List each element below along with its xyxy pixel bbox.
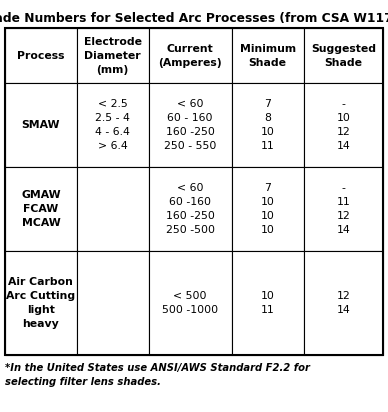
Bar [304,167,383,251]
Bar [232,251,304,355]
Text: GMAW
FCAW
MCAW: GMAW FCAW MCAW [21,190,61,228]
Bar [77,28,149,83]
Bar [149,83,232,167]
Bar [5,28,383,355]
Bar [304,251,383,355]
Bar [5,83,77,167]
Bar [232,83,304,167]
Text: SMAW: SMAW [22,120,60,130]
Bar [232,167,304,251]
Bar [304,28,383,83]
Bar [5,251,77,355]
Text: Process: Process [17,51,65,61]
Text: Electrode
Diameter
(mm): Electrode Diameter (mm) [84,37,142,75]
Bar [77,251,149,355]
Bar [304,83,383,167]
Bar [232,28,304,83]
Bar [77,83,149,167]
Text: Shade Numbers for Selected Arc Processes (from CSA W117.2): Shade Numbers for Selected Arc Processes… [0,12,388,25]
Bar [5,167,77,251]
Text: < 60
60 - 160
160 -250
250 - 550: < 60 60 - 160 160 -250 250 - 550 [164,99,217,151]
Text: Air Carbon
Arc Cutting
light
heavy: Air Carbon Arc Cutting light heavy [6,277,76,329]
Text: 10
11: 10 11 [261,291,275,315]
Text: < 500
500 -1000: < 500 500 -1000 [162,291,218,315]
Text: Minimum
Shade: Minimum Shade [240,44,296,68]
Bar [5,28,77,83]
Text: Suggested
Shade: Suggested Shade [311,44,376,68]
Text: 7
8
10
11: 7 8 10 11 [261,99,275,151]
Text: 12
14: 12 14 [336,291,350,315]
Text: < 2.5
2.5 - 4
4 - 6.4
> 6.4: < 2.5 2.5 - 4 4 - 6.4 > 6.4 [95,99,130,151]
Bar [149,167,232,251]
Text: -
10
12
14: - 10 12 14 [336,99,350,151]
Bar [77,167,149,251]
Text: < 60
60 -160
160 -250
250 -500: < 60 60 -160 160 -250 250 -500 [166,183,215,235]
Bar [149,28,232,83]
Text: *In the United States use ANSI/AWS Standard F2.2 for: *In the United States use ANSI/AWS Stand… [5,363,310,373]
Text: 7
10
10
10: 7 10 10 10 [261,183,275,235]
Text: Current
(Amperes): Current (Amperes) [158,44,222,68]
Text: selecting filter lens shades.: selecting filter lens shades. [5,377,161,387]
Bar [149,251,232,355]
Text: -
11
12
14: - 11 12 14 [336,183,350,235]
